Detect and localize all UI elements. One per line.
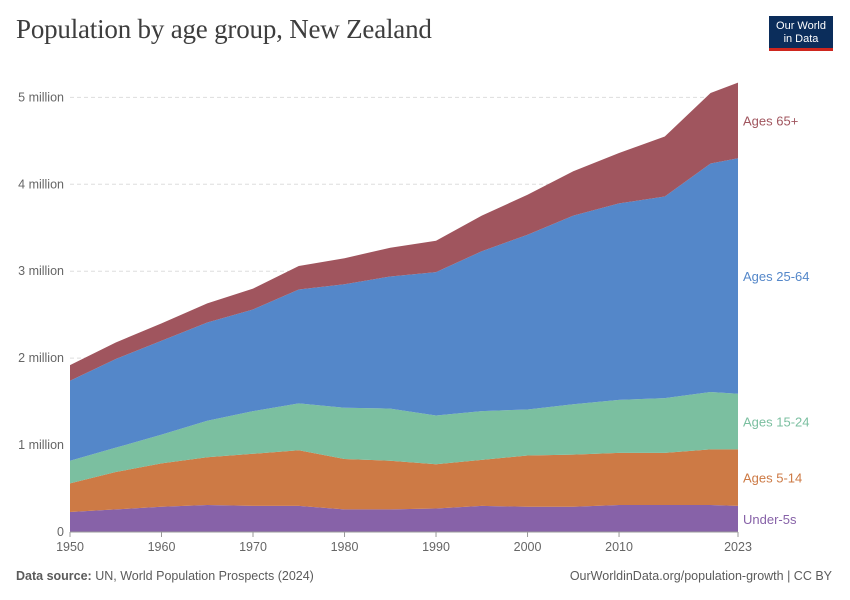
source-url-link[interactable]: OurWorldinData.org/population-growth | C… <box>569 569 832 583</box>
y-tick-label: 2 million <box>18 351 64 365</box>
area-ages-65[interactable] <box>70 82 738 381</box>
axes: 1950 1960 1970 1980 1990 2000 2010 2023 <box>56 531 752 554</box>
series-label-ages-25-64: Ages 25-64 <box>743 269 810 284</box>
x-tick-label: 2023 <box>724 540 752 554</box>
chart-title: Population by age group, New Zealand <box>16 14 432 44</box>
area-ages-25-64[interactable] <box>70 158 738 461</box>
data-source-label: Data source: <box>16 569 92 583</box>
data-source-text: UN, World Population Prospects (2024) <box>95 569 314 583</box>
y-tick-label: 0 <box>57 525 64 539</box>
x-tick-label: 1980 <box>331 540 359 554</box>
area-ages-15-24[interactable] <box>70 392 738 484</box>
x-tick-label: 1960 <box>148 540 176 554</box>
y-tick-label: 4 million <box>18 177 64 191</box>
series-label-under-5s: Under-5s <box>743 512 797 527</box>
logo-line-2: in Data <box>783 33 819 45</box>
x-tick-label: 1990 <box>422 540 450 554</box>
owid-logo[interactable]: Our World in Data <box>769 16 833 51</box>
x-tick-label: 1950 <box>56 540 84 554</box>
y-tick-label: 1 million <box>18 438 64 452</box>
data-source: Data source: UN, World Population Prospe… <box>16 569 314 583</box>
series-label-ages-65: Ages 65+ <box>743 113 798 128</box>
series-label-ages-15-24: Ages 15-24 <box>743 415 810 430</box>
area-series <box>70 82 738 532</box>
series-label-ages-5-14: Ages 5-14 <box>743 471 802 486</box>
x-tick-label: 2010 <box>605 540 633 554</box>
x-tick-label: 2000 <box>514 540 542 554</box>
area-ages-5-14[interactable] <box>70 449 738 513</box>
y-tick-label: 5 million <box>18 90 64 104</box>
stacked-area-chart: 0 1 million 2 million 3 million 4 million 5 m… <box>18 82 810 554</box>
y-tick-label: 3 million <box>18 264 64 278</box>
x-tick-label: 1970 <box>239 540 267 554</box>
area-under-5s[interactable] <box>70 505 738 532</box>
logo-line-1: Our World <box>776 20 826 32</box>
series-labels: Under-5s Ages 5-14 Ages 15-24 Ages 25-64 Age… <box>743 113 810 527</box>
